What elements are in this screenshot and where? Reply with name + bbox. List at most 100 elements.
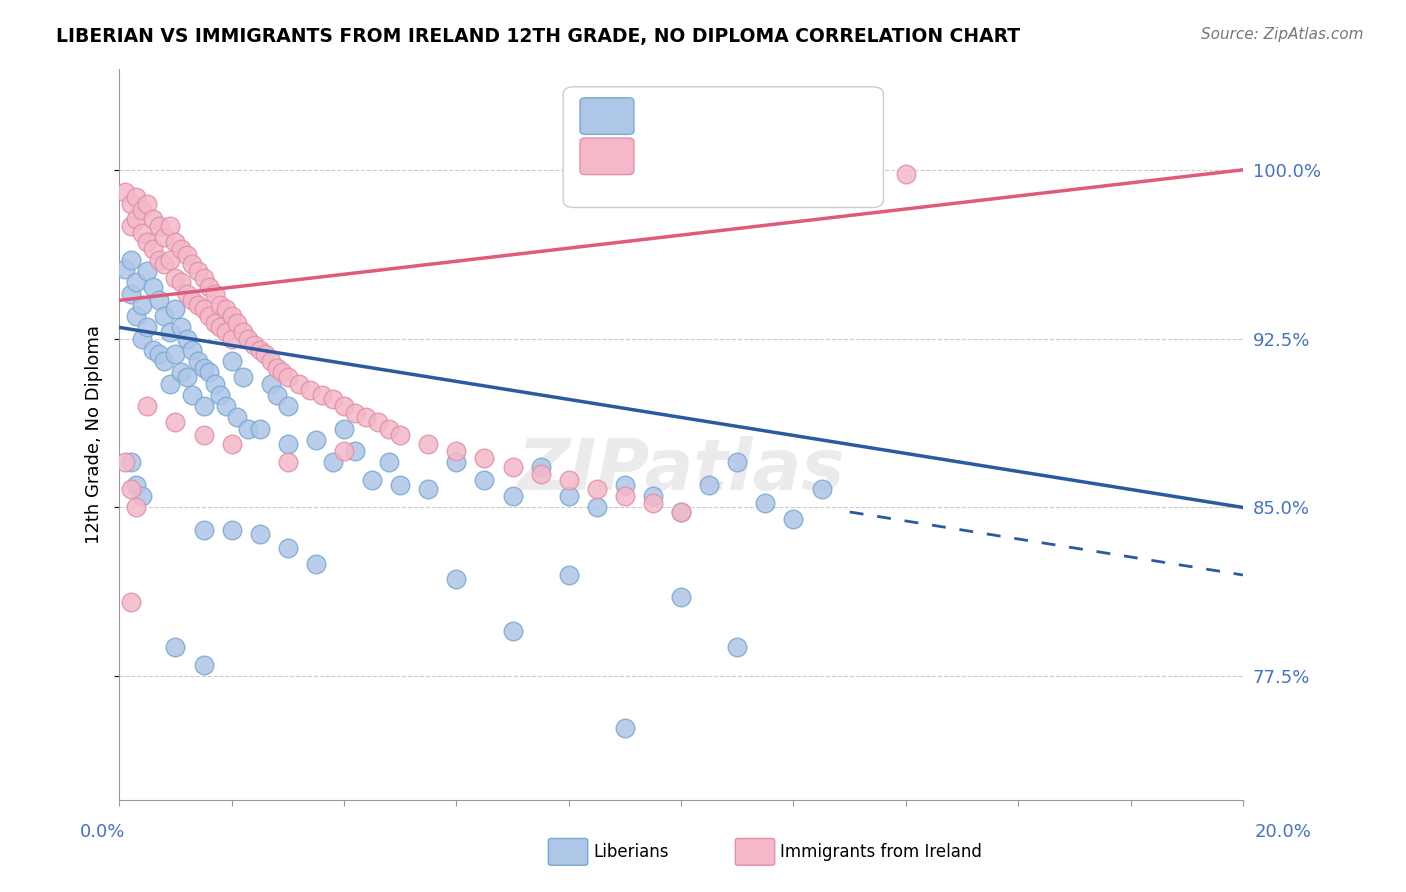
Point xyxy=(142,343,165,357)
Point xyxy=(277,399,299,413)
Point xyxy=(131,489,153,503)
Point xyxy=(613,478,636,492)
Text: Immigrants from Ireland: Immigrants from Ireland xyxy=(780,843,983,861)
Point xyxy=(148,252,170,267)
Point xyxy=(502,489,524,503)
Point xyxy=(215,399,238,413)
Point xyxy=(249,343,271,357)
Text: Liberians: Liberians xyxy=(593,843,669,861)
Point xyxy=(120,595,142,609)
Point xyxy=(215,302,238,317)
Point xyxy=(142,280,165,294)
Point xyxy=(530,467,553,481)
Text: -0.250: -0.250 xyxy=(692,107,751,125)
Text: R =: R = xyxy=(640,107,679,125)
Point xyxy=(142,212,165,227)
Point xyxy=(165,271,187,285)
Point xyxy=(153,354,176,368)
Text: LIBERIAN VS IMMIGRANTS FROM IRELAND 12TH GRADE, NO DIPLOMA CORRELATION CHART: LIBERIAN VS IMMIGRANTS FROM IRELAND 12TH… xyxy=(56,27,1021,45)
Point xyxy=(215,325,238,339)
Point xyxy=(558,489,581,503)
Text: 81: 81 xyxy=(807,147,830,165)
Point xyxy=(232,370,254,384)
Point xyxy=(586,500,609,515)
Point xyxy=(418,437,440,451)
Point xyxy=(159,219,181,233)
Point xyxy=(153,309,176,323)
Point xyxy=(136,235,159,249)
Point xyxy=(333,399,356,413)
Point xyxy=(142,242,165,256)
Point xyxy=(810,483,832,497)
Point xyxy=(165,415,187,429)
Text: N =: N = xyxy=(763,107,803,125)
Point xyxy=(361,474,384,488)
Point xyxy=(238,422,260,436)
Point xyxy=(613,721,636,735)
Point xyxy=(669,591,692,605)
Point xyxy=(181,257,204,271)
Point xyxy=(613,489,636,503)
Point xyxy=(170,365,193,379)
Point xyxy=(153,257,176,271)
Point xyxy=(209,298,232,312)
Point xyxy=(288,376,311,391)
Point xyxy=(260,354,283,368)
Point xyxy=(170,320,193,334)
Point xyxy=(125,190,148,204)
Point xyxy=(226,410,249,425)
Point xyxy=(176,370,198,384)
Point xyxy=(193,360,215,375)
Point xyxy=(176,332,198,346)
Point xyxy=(226,316,249,330)
Point xyxy=(148,293,170,308)
Point xyxy=(209,320,232,334)
Point xyxy=(277,437,299,451)
Point xyxy=(418,483,440,497)
Point xyxy=(181,388,204,402)
Point xyxy=(221,523,243,537)
Point xyxy=(333,444,356,458)
Point xyxy=(131,298,153,312)
Point xyxy=(322,455,344,469)
Point xyxy=(136,196,159,211)
Text: 0.187: 0.187 xyxy=(692,147,744,165)
FancyBboxPatch shape xyxy=(581,98,634,135)
Point xyxy=(131,332,153,346)
Point xyxy=(165,235,187,249)
Point xyxy=(502,624,524,639)
Text: 0.0%: 0.0% xyxy=(80,823,125,841)
Point xyxy=(260,376,283,391)
Point xyxy=(136,264,159,278)
Point xyxy=(232,325,254,339)
Point xyxy=(159,252,181,267)
Point xyxy=(125,309,148,323)
Point xyxy=(120,196,142,211)
Point xyxy=(221,309,243,323)
Point xyxy=(159,325,181,339)
Point xyxy=(181,343,204,357)
Point xyxy=(586,483,609,497)
Point xyxy=(558,568,581,582)
Point xyxy=(193,271,215,285)
Point xyxy=(159,376,181,391)
Point xyxy=(697,478,720,492)
Point xyxy=(474,474,496,488)
Point xyxy=(271,365,294,379)
Point xyxy=(333,422,356,436)
Point xyxy=(165,640,187,654)
Point xyxy=(378,455,401,469)
Point xyxy=(193,428,215,442)
Point xyxy=(249,527,271,541)
Point xyxy=(204,376,226,391)
Point xyxy=(120,483,142,497)
Point xyxy=(249,422,271,436)
Point xyxy=(176,286,198,301)
Point xyxy=(238,332,260,346)
Point xyxy=(894,167,917,181)
Point xyxy=(193,658,215,673)
FancyBboxPatch shape xyxy=(564,87,883,208)
FancyBboxPatch shape xyxy=(581,138,634,175)
Point xyxy=(198,280,221,294)
Point xyxy=(389,478,412,492)
